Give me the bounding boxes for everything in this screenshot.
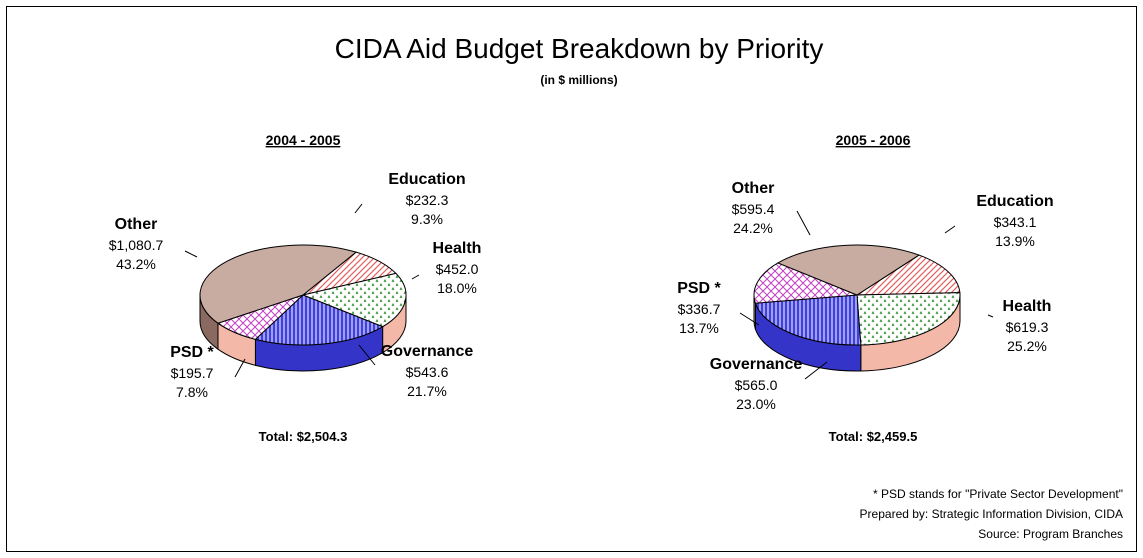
slice-name: Governance — [710, 356, 803, 373]
slice-name: Governance — [381, 343, 474, 360]
slice-name: Education — [976, 193, 1053, 210]
pie-year-label: 2004 - 2005 — [266, 132, 341, 148]
slice-label-governance: Governance $543.6 21.7% — [358, 343, 474, 399]
slice-value: $195.7 — [171, 365, 214, 381]
leader-line — [354, 203, 363, 214]
slice-label-other: Other $1,080.7 43.2% — [109, 216, 198, 272]
slice-value: $619.3 — [1006, 319, 1049, 335]
leader-line — [184, 250, 198, 258]
leader-line — [411, 274, 420, 280]
pie-total-label: Total: $2,504.3 — [259, 429, 348, 444]
slice-name: PSD * — [677, 280, 721, 297]
slice-percent: 21.7% — [407, 383, 447, 399]
slice-label-psd: PSD * $336.7 13.7% — [677, 280, 760, 336]
slice-percent: 43.2% — [116, 256, 156, 272]
slice-name: Health — [1003, 298, 1052, 315]
pie-2004-2005: 2004 - 2005 Total: $2,504.3 Education $232.… — [109, 132, 482, 444]
pie-top-faces — [753, 244, 961, 346]
slice-governance — [254, 294, 384, 346]
chart-subtitle: (in $ millions) — [540, 73, 617, 87]
slice-label-education: Education $343.1 13.9% — [944, 193, 1054, 249]
slice-value: $1,080.7 — [109, 237, 164, 253]
leader-line — [234, 358, 246, 378]
slice-name: Other — [732, 180, 775, 197]
slice-percent: 24.2% — [733, 220, 773, 236]
slice-percent: 25.2% — [1007, 338, 1047, 354]
leader-line — [987, 314, 994, 318]
slice-percent: 23.0% — [736, 396, 776, 412]
slice-label-governance: Governance $565.0 23.0% — [710, 356, 828, 412]
pie-year-label: 2005 - 2006 — [836, 132, 911, 148]
slice-value: $543.6 — [406, 364, 449, 380]
slice-label-other: Other $595.4 24.2% — [732, 180, 811, 236]
leader-line — [944, 225, 956, 234]
pie-top-faces — [199, 244, 407, 346]
slice-other — [199, 244, 358, 324]
slice-value: $452.0 — [436, 261, 479, 277]
slice-percent: 9.3% — [411, 211, 443, 227]
chart-frame: CIDA Aid Budget Breakdown by Priority (i… — [6, 6, 1137, 552]
footnote-psd: * PSD stands for "Private Sector Develop… — [873, 487, 1123, 501]
slice-health — [856, 292, 961, 346]
footnote-source: Source: Program Branches — [978, 527, 1123, 541]
pie-2005-2006: 2005 - 2006 Total: $2,459.5 Education $343.… — [677, 132, 1053, 444]
leader-line — [739, 312, 760, 326]
slice-name: Education — [388, 171, 465, 188]
slice-value: $343.1 — [994, 214, 1037, 230]
slice-percent: 7.8% — [176, 384, 208, 400]
slice-percent: 13.7% — [679, 320, 719, 336]
slice-governance — [754, 294, 862, 346]
chart-canvas: CIDA Aid Budget Breakdown by Priority (i… — [109, 33, 1123, 541]
slice-name: PSD * — [170, 344, 214, 361]
slice-percent: 18.0% — [437, 280, 477, 296]
leader-line — [796, 210, 811, 236]
slice-label-psd: PSD * $195.7 7.8% — [170, 344, 246, 400]
leader-line — [804, 361, 828, 380]
slice-value: $565.0 — [735, 377, 778, 393]
slice-name: Health — [433, 240, 482, 257]
slice-value: $595.4 — [732, 201, 775, 217]
slice-label-health: Health $452.0 18.0% — [411, 240, 482, 296]
slice-value: $336.7 — [678, 301, 721, 317]
slice-health — [301, 272, 407, 328]
slice-value: $232.3 — [406, 192, 449, 208]
slice-percent: 13.9% — [995, 233, 1035, 249]
footnote-prepared-by: Prepared by: Strategic Information Divis… — [860, 507, 1123, 521]
leader-line — [358, 344, 376, 366]
pie-total-label: Total: $2,459.5 — [829, 429, 918, 444]
slice-education — [855, 254, 961, 296]
chart-title: CIDA Aid Budget Breakdown by Priority — [335, 33, 824, 64]
slice-label-health: Health $619.3 25.2% — [987, 298, 1052, 354]
slice-psd — [753, 262, 858, 304]
slice-name: Other — [115, 216, 158, 233]
slice-label-education: Education $232.3 9.3% — [354, 171, 466, 227]
slice-other — [776, 244, 921, 296]
